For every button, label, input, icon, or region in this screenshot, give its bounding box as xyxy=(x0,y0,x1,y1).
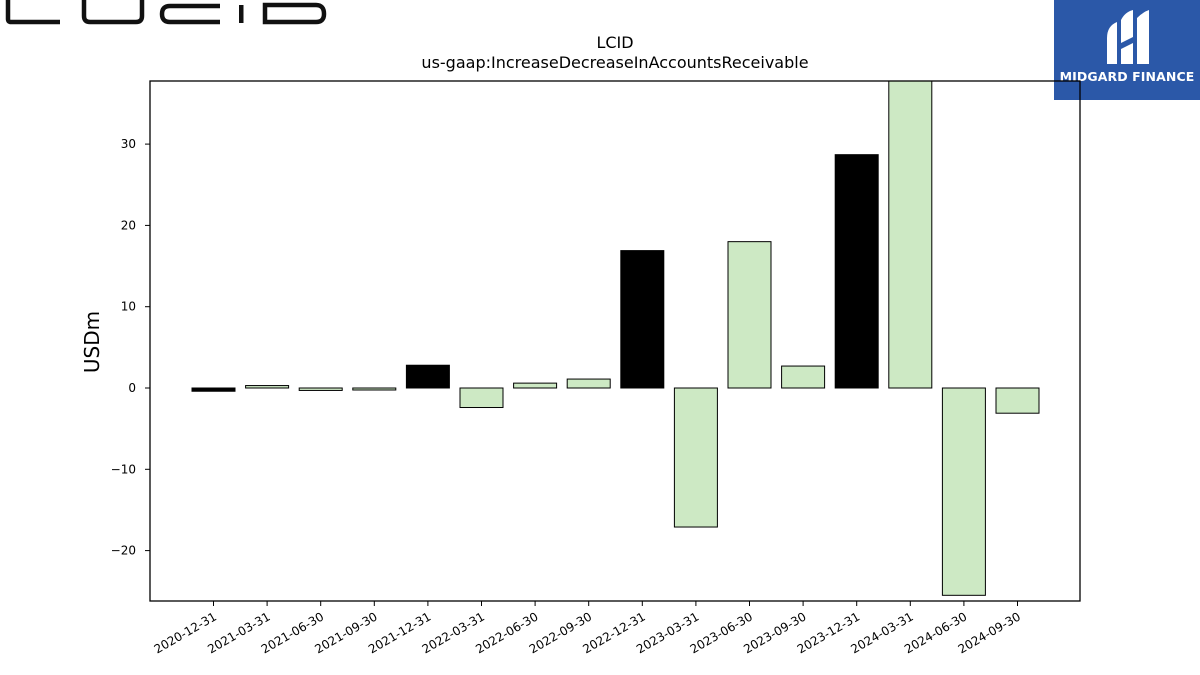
y-tick-label: −20 xyxy=(111,544,136,558)
y-tick-label: 20 xyxy=(121,218,136,232)
bar-2020-12-31 xyxy=(191,387,236,392)
bar-2024-03-31 xyxy=(888,80,933,389)
chart-title: LCID xyxy=(596,33,633,52)
bar-2021-12-31 xyxy=(405,364,450,389)
bar-2022-09-30 xyxy=(566,378,611,389)
bar-2021-06-30 xyxy=(298,387,343,391)
badge-label: MIDGARD FINANCE xyxy=(1059,69,1195,84)
bar-2024-06-30 xyxy=(941,387,986,596)
bar-2021-03-31 xyxy=(245,385,290,389)
bar-2022-06-30 xyxy=(513,382,558,389)
axes-frame xyxy=(149,80,1081,602)
y-tick-label: 10 xyxy=(121,300,136,314)
bar-2021-09-30 xyxy=(352,387,397,391)
y-tick-label: 30 xyxy=(121,137,136,151)
y-tick-label: 0 xyxy=(128,381,136,395)
midgard-logo-icon xyxy=(1107,10,1149,64)
bar-2022-12-31 xyxy=(620,250,665,389)
bar-2023-09-30 xyxy=(781,365,826,389)
bar-2023-03-31 xyxy=(673,387,718,528)
lucid-logo xyxy=(5,0,327,25)
y-axis-label: USDm xyxy=(80,311,104,373)
plot-area: −20−1001020302020-12-312021-03-312021-06… xyxy=(111,80,1081,656)
bar-2022-03-31 xyxy=(459,387,504,409)
midgard-finance-badge: MIDGARD FINANCE xyxy=(1054,0,1200,100)
bar-2023-12-31 xyxy=(834,154,879,389)
chart-subtitle: us-gaap:IncreaseDecreaseInAccountsReceiv… xyxy=(421,53,808,72)
bar-2023-06-30 xyxy=(727,241,772,389)
y-tick-label: −10 xyxy=(111,462,136,476)
bar-2024-09-30 xyxy=(995,387,1040,414)
